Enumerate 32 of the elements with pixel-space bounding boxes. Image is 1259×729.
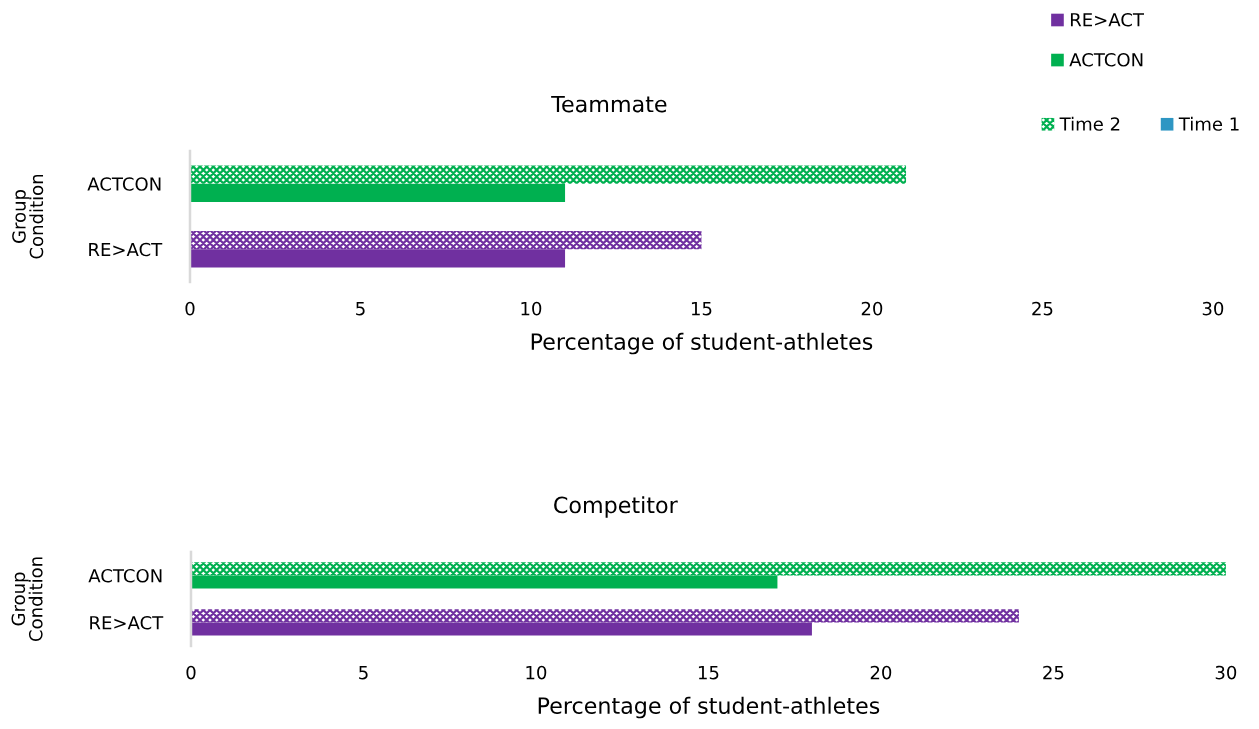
x-tick-label: 20: [861, 301, 883, 316]
x-axis-title: Percentage of student-athletes: [531, 332, 873, 355]
y-tick-label: RE>ACT: [90, 615, 164, 630]
x-tick-label: 0: [185, 301, 195, 316]
bar: [190, 609, 1019, 623]
x-tick-label: 10: [521, 301, 542, 316]
y-tick-label: ACTCON: [87, 177, 161, 191]
category-label: ACTCON: [1069, 52, 1143, 67]
y-tick-label: RE>ACT: [89, 242, 163, 257]
chart-title: Competitor: [554, 496, 678, 518]
chart-title: Teammate: [551, 95, 667, 113]
y-axis-title: Group Condition: [12, 174, 44, 259]
x-tick-label: 15: [698, 665, 719, 680]
bar: [190, 562, 1226, 576]
y-axis-title: Group Condition: [11, 557, 43, 642]
category-label: RE>ACT: [1070, 12, 1145, 27]
x-tick-label: 30: [1202, 301, 1224, 316]
x-tick-label: 10: [526, 665, 547, 680]
y-tick-label: ACTCON: [88, 568, 162, 583]
x-tick-label: 15: [691, 301, 712, 316]
bar: [190, 575, 778, 589]
bar: [190, 622, 812, 636]
x-tick-label: 0: [186, 665, 196, 680]
text: Time 1: [1178, 116, 1239, 131]
x-tick-label: 20: [870, 665, 892, 680]
x-tick-label: 30: [1215, 665, 1237, 680]
x-axis-title: Percentage of student-athletes: [538, 696, 880, 719]
x-tick-label: 5: [356, 301, 365, 316]
x-tick-label: 5: [359, 665, 368, 680]
x-tick-label: 25: [1032, 301, 1053, 316]
x-tick-label: 25: [1043, 665, 1064, 680]
legend-label: Time 2: [1059, 116, 1120, 131]
